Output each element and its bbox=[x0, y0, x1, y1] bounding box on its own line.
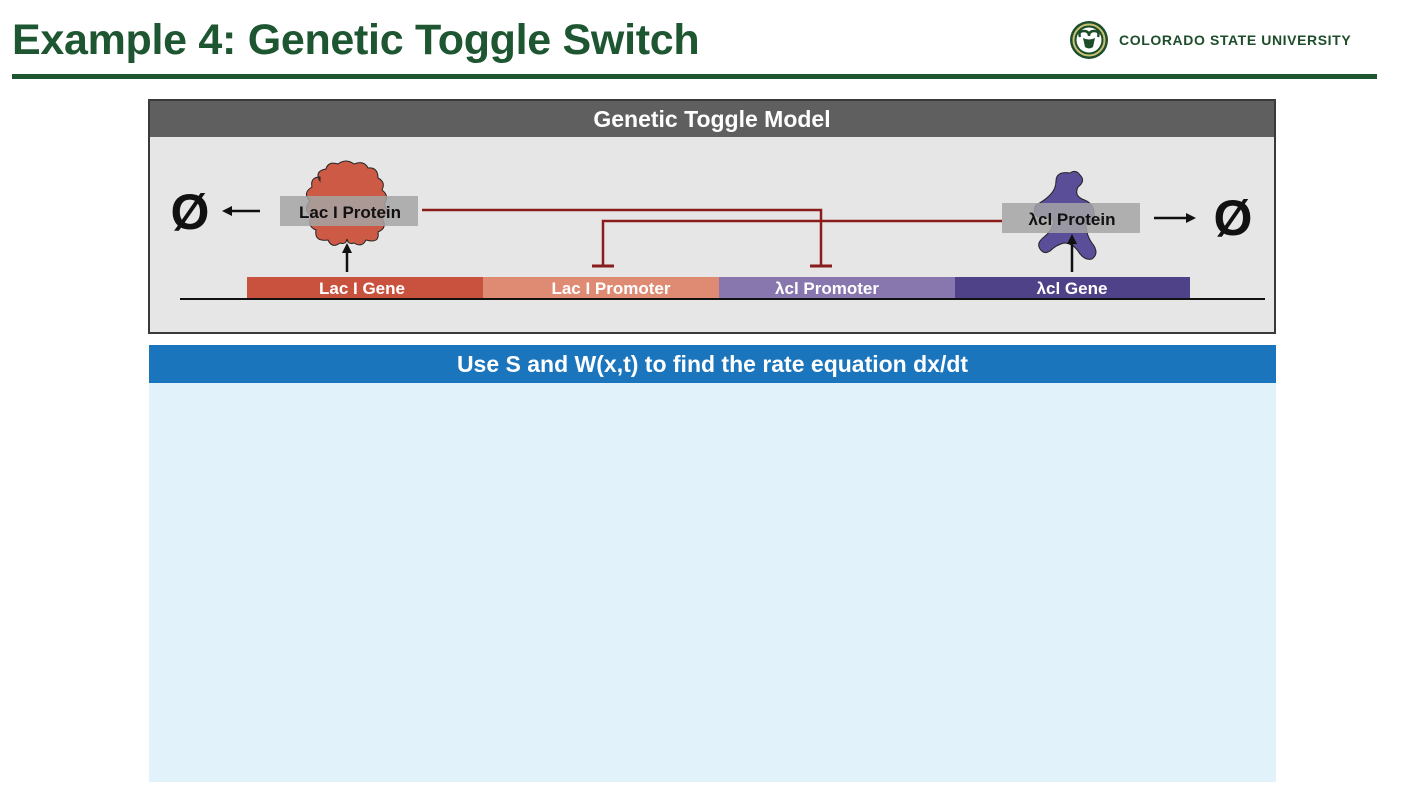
segment-lac-gene bbox=[247, 277, 483, 298]
model-header: Genetic Toggle Model bbox=[150, 101, 1274, 137]
label-lac-promoter: Lac I Promoter bbox=[551, 279, 670, 298]
lambda-repression-line bbox=[601, 219, 1002, 265]
segment-lac-promoter bbox=[483, 277, 719, 298]
label-lambda-gene: λcl Gene bbox=[1037, 279, 1108, 298]
slide-title: Example 4: Genetic Toggle Switch bbox=[12, 16, 700, 64]
label-lambda-promoter: λcl Promoter bbox=[775, 279, 879, 298]
lac-repression-line bbox=[422, 208, 823, 265]
segment-lambda-promoter bbox=[719, 277, 955, 298]
segment-lambda-gene bbox=[955, 277, 1190, 298]
university-logo: COLORADO STATE UNIVERSITY bbox=[1069, 18, 1351, 62]
label-lac-gene: Lac I Gene bbox=[319, 279, 405, 298]
lac-protein-label: Lac I Protein bbox=[299, 203, 401, 222]
toggle-diagram: Lac I Gene Lac I Promoter λcl Promoter λ… bbox=[171, 160, 1265, 300]
logo-text: COLORADO STATE UNIVERSITY bbox=[1119, 32, 1352, 48]
null-symbol-left: Ø bbox=[171, 184, 210, 240]
task-header: Use S and W(x,t) to find the rate equati… bbox=[149, 345, 1276, 383]
lambda-protein-label-bg bbox=[1002, 203, 1140, 233]
ram-seal-icon bbox=[1070, 21, 1108, 59]
lambda-protein-label: λcl Protein bbox=[1029, 210, 1116, 229]
model-panel: Genetic Toggle Model Lac I Gene Lac I Pr… bbox=[148, 99, 1276, 334]
lac-protein-label-bg bbox=[280, 196, 418, 226]
null-symbol-right: Ø bbox=[1214, 190, 1253, 246]
answer-area bbox=[149, 383, 1276, 782]
title-divider bbox=[12, 74, 1377, 79]
